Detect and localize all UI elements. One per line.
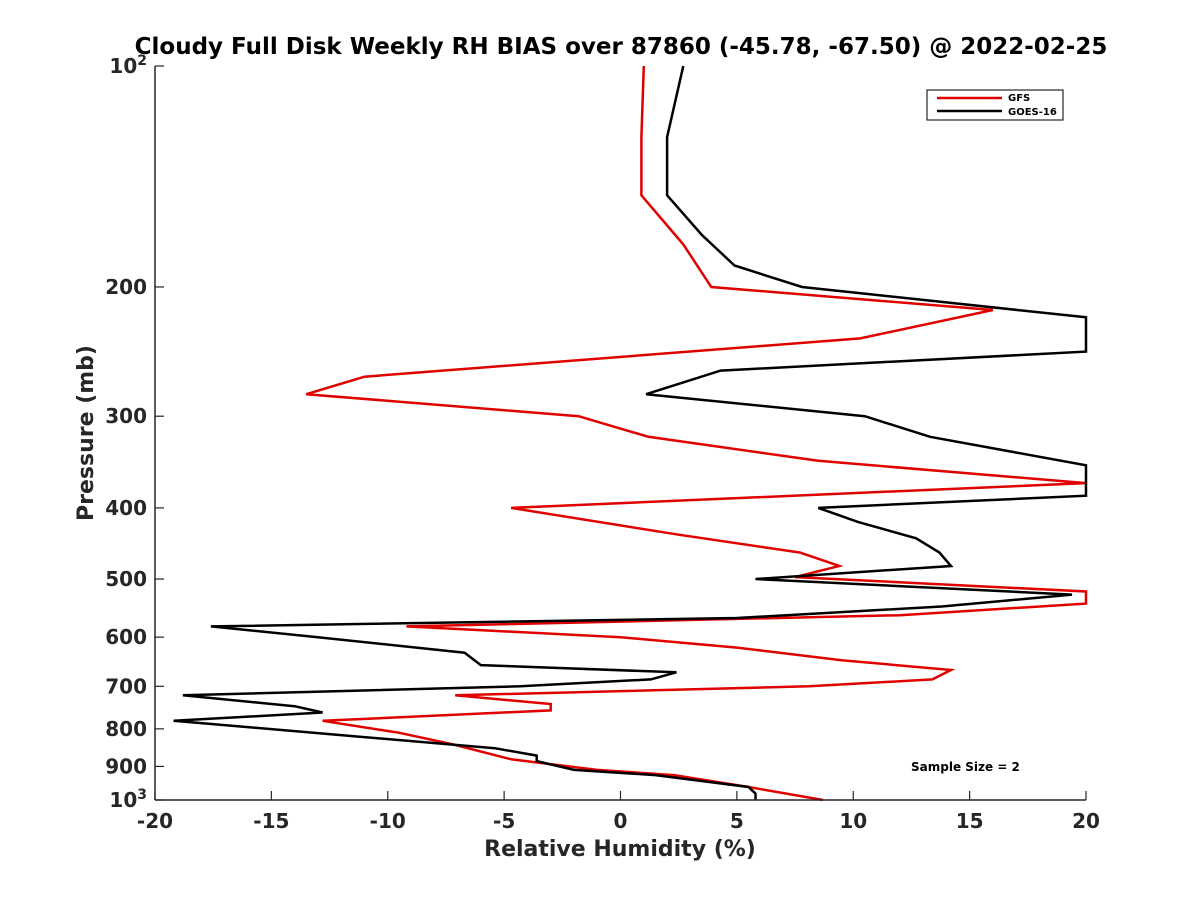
y-tick-label: 102 (109, 53, 147, 78)
series-line-goes16 (173, 65, 1088, 800)
x-axis-title: Relative Humidity (%) (484, 837, 756, 862)
y-tick-label: 800 (105, 717, 147, 741)
x-tick-label: -20 (137, 809, 173, 833)
y-axis-title: Pressure (mb) (74, 345, 99, 521)
x-tick-label: 20 (1072, 809, 1100, 833)
x-tick-label: -10 (370, 809, 406, 833)
y-ticks: 102 200 300 400 500 600 700 800 900 103 (105, 53, 164, 812)
y-tick-label: 103 (109, 787, 147, 812)
y-tick-label: 400 (105, 496, 147, 520)
y-tick-label: 500 (105, 567, 147, 591)
legend-box (926, 89, 1064, 121)
x-tick-label: -15 (253, 809, 289, 833)
series-layer (173, 65, 1088, 802)
legend-label-gfs: GFS (1008, 93, 1030, 104)
y-tick-label: 300 (105, 404, 147, 428)
x-tick-label: 15 (956, 809, 984, 833)
series-line-gfs (305, 65, 1088, 802)
chart-title: Cloudy Full Disk Weekly RH BIAS over 878… (135, 34, 1108, 60)
plot-area (155, 66, 1086, 800)
y-tick-label: 200 (105, 275, 147, 299)
sample-size-annotation: Sample Size = 2 (911, 760, 1020, 774)
x-ticks: -20 -15 -10 -5 0 5 10 15 20 (137, 791, 1100, 833)
y-tick-label: 700 (105, 674, 147, 698)
x-tick-label: 10 (839, 809, 867, 833)
legend: GFS GOES-16 (926, 89, 1064, 121)
y-tick-label: 900 (105, 754, 147, 778)
legend-label-goes16: GOES-16 (1008, 107, 1057, 118)
x-tick-label: -5 (493, 809, 515, 833)
x-tick-label: 5 (730, 809, 744, 833)
x-tick-label: 0 (614, 809, 628, 833)
y-tick-label: 600 (105, 625, 147, 649)
